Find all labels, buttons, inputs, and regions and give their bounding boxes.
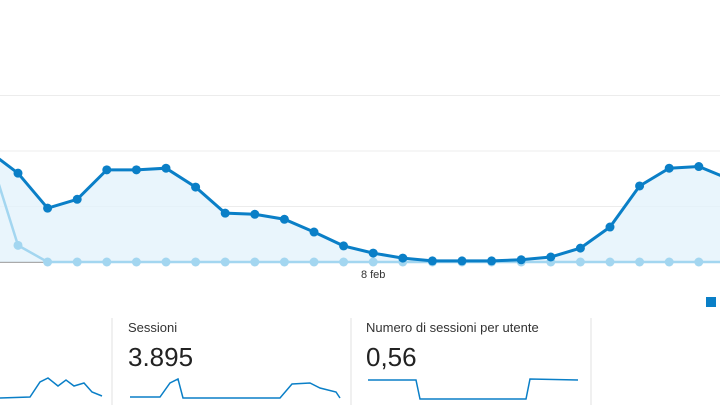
data-point bbox=[161, 257, 171, 267]
data-point bbox=[72, 257, 82, 267]
data-point bbox=[220, 208, 230, 218]
data-point bbox=[279, 214, 289, 224]
data-point bbox=[635, 257, 645, 267]
data-point bbox=[220, 257, 230, 267]
data-point bbox=[72, 194, 82, 204]
data-point bbox=[694, 162, 704, 172]
card-value: 3.895 bbox=[128, 342, 193, 372]
data-point bbox=[191, 182, 201, 192]
data-point bbox=[487, 256, 497, 266]
data-point bbox=[191, 257, 201, 267]
sparkline bbox=[0, 377, 103, 399]
data-point bbox=[102, 257, 112, 267]
data-point bbox=[309, 257, 319, 267]
data-point bbox=[309, 227, 319, 237]
data-point bbox=[339, 257, 349, 267]
data-point bbox=[250, 209, 260, 219]
data-point bbox=[368, 257, 378, 267]
data-point bbox=[13, 168, 23, 178]
series-line bbox=[0, 183, 720, 264]
x-tick-label: 8 feb bbox=[361, 269, 385, 281]
data-point bbox=[575, 257, 585, 267]
data-point bbox=[102, 165, 112, 175]
data-point bbox=[398, 253, 408, 263]
sparkline bbox=[368, 378, 579, 400]
data-point bbox=[457, 256, 467, 266]
data-point bbox=[131, 165, 141, 175]
data-point bbox=[664, 257, 674, 267]
data-point bbox=[546, 252, 556, 262]
legend-swatch bbox=[706, 297, 716, 307]
data-point bbox=[279, 257, 289, 267]
data-point bbox=[694, 257, 704, 267]
card-value: 0,56 bbox=[366, 342, 417, 372]
data-point bbox=[664, 163, 674, 173]
data-point bbox=[250, 257, 260, 267]
area bbox=[0, 159, 720, 262]
data-point bbox=[43, 203, 53, 213]
data-point bbox=[605, 257, 615, 267]
series-line bbox=[0, 157, 720, 263]
card-title: Numero di sessioni per utente bbox=[366, 320, 539, 335]
data-point bbox=[161, 163, 171, 173]
data-point bbox=[605, 222, 615, 232]
card-title: Sessioni bbox=[128, 320, 177, 335]
data-point bbox=[131, 257, 141, 267]
sparkline bbox=[130, 377, 341, 399]
metric-cards: Sessioni 3.895 Numero di sessioni per ut… bbox=[0, 297, 716, 405]
data-point bbox=[635, 181, 645, 191]
data-point bbox=[427, 256, 437, 266]
data-point bbox=[368, 248, 378, 258]
data-point bbox=[516, 255, 526, 265]
data-point bbox=[13, 240, 23, 250]
data-point bbox=[339, 241, 349, 251]
data-point bbox=[43, 257, 53, 267]
data-point bbox=[575, 243, 585, 253]
